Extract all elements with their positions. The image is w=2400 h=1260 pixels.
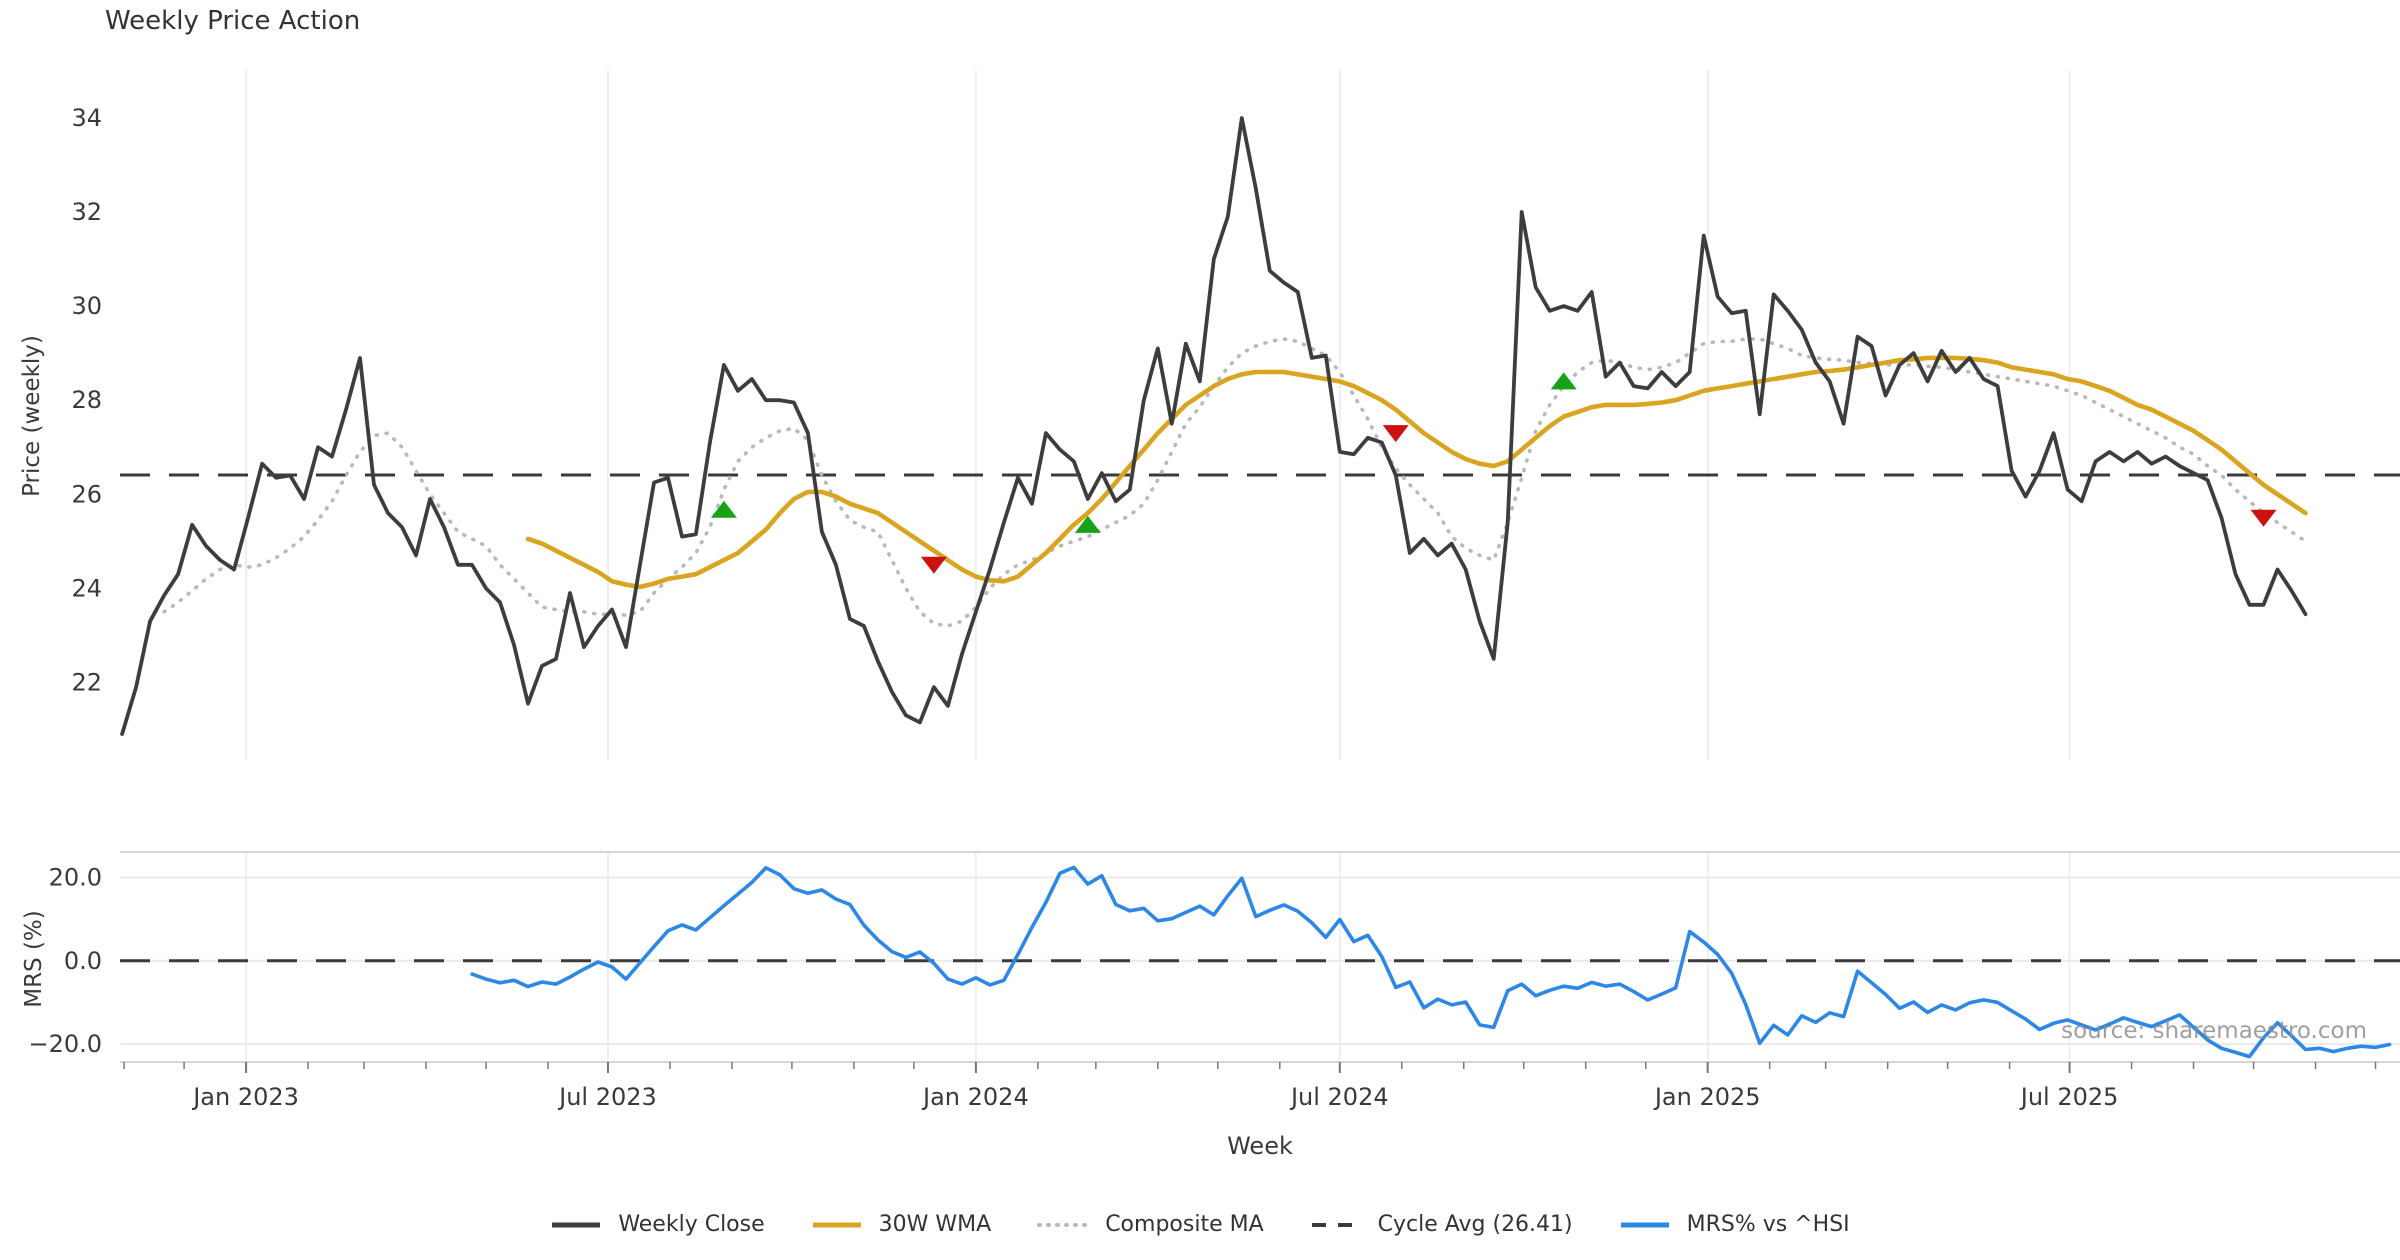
legend-swatch-icon [1311, 1222, 1360, 1227]
mrs-tick-label: −20.0 [28, 1030, 102, 1058]
chart-title: Weekly Price Action [105, 6, 361, 36]
watermark-text: source: sharemaestro.com [2061, 1018, 2367, 1044]
price-tick-label: 30 [71, 292, 102, 320]
x-tick-label: Jan 2024 [921, 1083, 1029, 1111]
buy-signal-triangle-icon [710, 500, 737, 518]
legend-item-cycle-avg-26-41: Cycle Avg (26.41) [1310, 1212, 1573, 1237]
weekly-close-line [120, 116, 2308, 736]
legend-label: Weekly Close [618, 1212, 765, 1237]
legend-item-30w-wma: 30W WMA [811, 1212, 992, 1237]
legend-label: Cycle Avg (26.41) [1377, 1212, 1573, 1237]
legend-label: Composite MA [1105, 1212, 1264, 1237]
week-axis-label: Week [1227, 1132, 1293, 1160]
x-tick-label: Jul 2023 [557, 1083, 657, 1111]
legend-swatch-icon [1037, 1222, 1090, 1227]
x-tick-label: Jul 2025 [2019, 1083, 2119, 1111]
price-tick-label: 32 [71, 198, 102, 226]
legend-item-weekly-close: Weekly Close [550, 1212, 765, 1237]
legend-swatch-icon [552, 1222, 601, 1227]
legend-item-composite-ma: Composite MA [1037, 1212, 1264, 1237]
mrs-line [470, 865, 2392, 1059]
mrs-tick-label: 0.0 [64, 947, 102, 975]
buy-signal-triangle-icon [1074, 515, 1101, 533]
legend-swatch-icon [812, 1222, 861, 1227]
legend-swatch-icon [1620, 1222, 1669, 1227]
price-tick-label: 24 [71, 574, 102, 602]
buy-signal-triangle-icon [1550, 372, 1577, 390]
price-tick-label: 34 [71, 104, 102, 132]
mrs-axis-label: MRS (%) [21, 910, 47, 1008]
legend-item-mrs-vs-hsi: MRS% vs ^HSI [1619, 1212, 1850, 1237]
price-tick-label: 22 [71, 668, 102, 696]
legend-label: MRS% vs ^HSI [1686, 1212, 1850, 1237]
chart-legend: Weekly Close 30W WMA Composite MA Cycle Avg… [0, 1212, 2400, 1237]
wma30-line [525, 355, 2308, 590]
price-tick-label: 28 [71, 386, 102, 414]
mrs-tick-label: 20.0 [49, 863, 102, 891]
x-tick-label: Jul 2024 [1289, 1083, 1389, 1111]
sell-signal-triangle-icon [2250, 509, 2277, 527]
x-tick-label: Jan 2025 [1653, 1083, 1761, 1111]
composite-ma-line [162, 337, 2308, 628]
x-tick-label: Jan 2023 [191, 1083, 299, 1111]
price-tick-label: 26 [71, 480, 102, 508]
sell-signal-triangle-icon [1382, 425, 1409, 443]
sell-signal-triangle-icon [920, 556, 947, 574]
legend-label: 30W WMA [878, 1212, 992, 1237]
price-axis-label: Price (weekly) [19, 335, 45, 497]
